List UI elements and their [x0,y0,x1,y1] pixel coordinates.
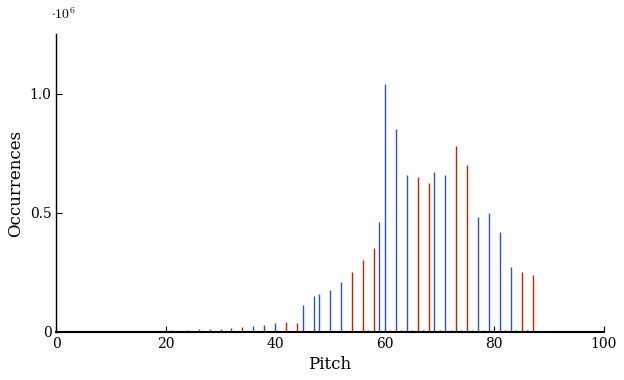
Y-axis label: Occurrences: Occurrences [7,129,24,236]
Text: $\cdot10^6$: $\cdot10^6$ [51,7,76,22]
X-axis label: Pitch: Pitch [308,356,351,373]
